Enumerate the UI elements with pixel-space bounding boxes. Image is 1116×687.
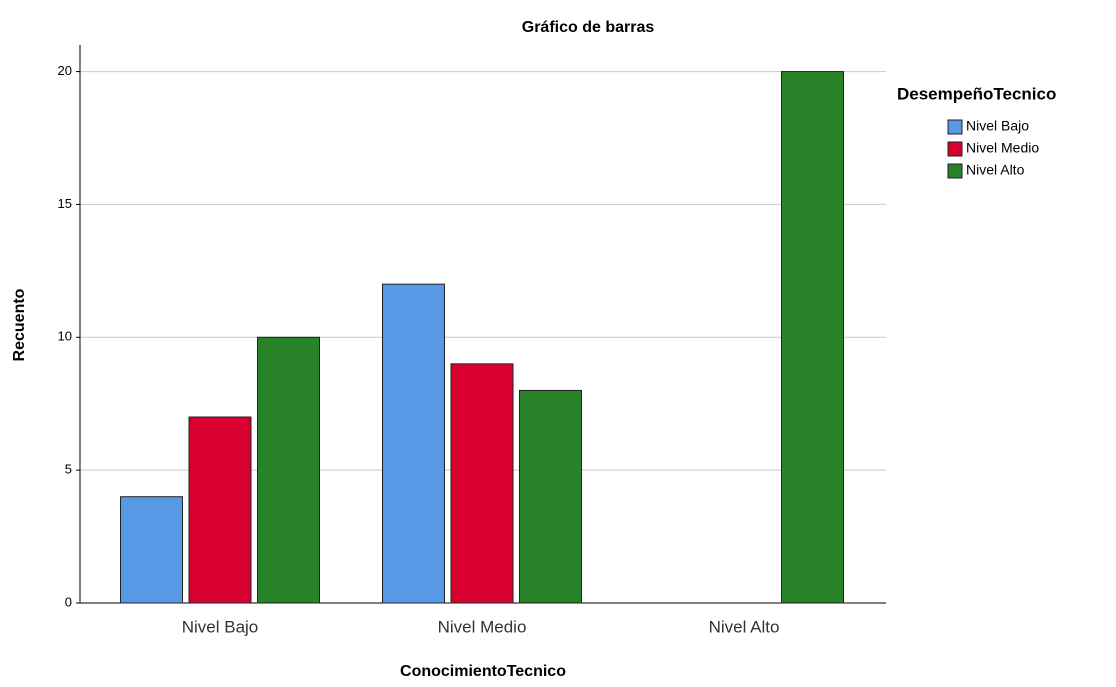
chart-title: Gráfico de barras <box>522 19 655 36</box>
bar <box>120 496 183 604</box>
x-tick-label: Nivel Medio <box>438 617 527 636</box>
bar <box>382 283 445 604</box>
x-axis-label: ConocimientoTecnico <box>400 663 566 680</box>
bar <box>519 389 582 604</box>
legend-title: DesempeñoTecnico <box>897 84 1056 103</box>
legend-swatch <box>947 163 963 179</box>
bar <box>781 71 844 604</box>
y-axis-label: Recuento <box>11 288 28 361</box>
legend-label: Nivel Bajo <box>966 118 1029 134</box>
y-tick-label: 10 <box>58 329 72 344</box>
legend-label: Nivel Alto <box>966 162 1025 178</box>
y-tick-label: 15 <box>58 196 72 211</box>
legend-swatch <box>947 119 963 135</box>
bar <box>188 416 252 604</box>
legend-swatch <box>947 141 963 157</box>
bar <box>257 336 320 604</box>
y-tick-label: 0 <box>65 594 72 609</box>
legend-label: Nivel Medio <box>966 140 1039 156</box>
x-tick-label: Nivel Bajo <box>182 617 259 636</box>
x-tick-label: Nivel Alto <box>709 617 780 636</box>
y-tick-label: 5 <box>65 462 72 477</box>
y-tick-label: 20 <box>58 63 72 78</box>
bar <box>450 363 514 604</box>
